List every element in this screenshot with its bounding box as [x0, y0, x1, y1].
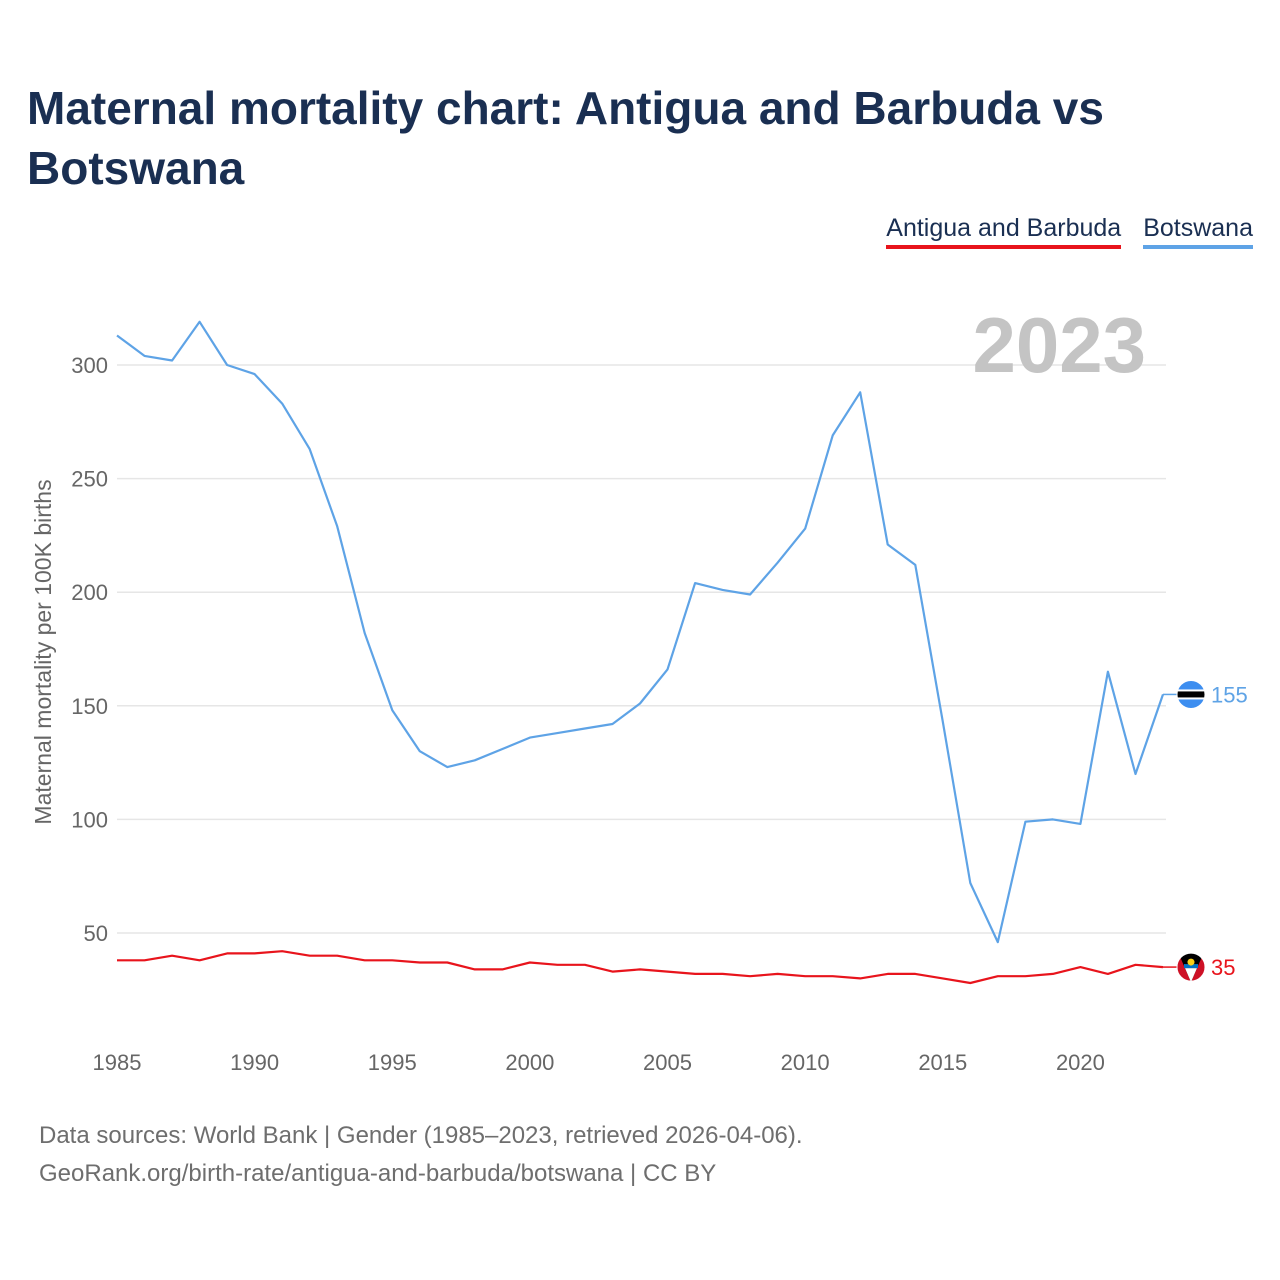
data-source-note: Data sources: World Bank | Gender (1985–… [39, 1122, 803, 1149]
legend-item-antigua-and-barbuda[interactable]: Antigua and Barbuda [886, 214, 1122, 249]
series-end-markers: 35 155 [1163, 679, 1248, 982]
x-axis-ticks: 1985 1990 1995 2000 2005 2010 2015 2020 [93, 1050, 1105, 1075]
y-axis-label: Maternal mortality per 100K births [30, 479, 56, 824]
x-tick-label-1985: 1985 [93, 1050, 142, 1075]
legend: Antigua and Barbuda Botswana [886, 214, 1253, 249]
footer: Data sources: World Bank | Gender (1985–… [39, 1117, 803, 1193]
x-tick-label-2010: 2010 [781, 1050, 830, 1075]
source-url[interactable]: GeoRank.org/birth-rate/antigua-and-barbu… [39, 1160, 717, 1187]
x-tick-label-2015: 2015 [918, 1050, 967, 1075]
chart-title: Maternal mortality chart: Antigua and Ba… [27, 82, 1104, 194]
x-tick-label-1995: 1995 [368, 1050, 417, 1075]
series-line-botswana[interactable] [116, 320, 1165, 944]
legend-item-botswana[interactable]: Botswana [1143, 214, 1253, 249]
series-lines [116, 320, 1165, 985]
series-line-antigua-and-barbuda[interactable] [117, 950, 1164, 985]
x-tick-label-2005: 2005 [643, 1050, 692, 1075]
x-tick-label-2000: 2000 [505, 1050, 554, 1075]
line-chart: 2023 50 100 150 200 250 300 1985 1990 1995 2000 2… [30, 301, 1248, 1075]
grid-lines [117, 364, 1166, 934]
y-tick-label-100: 100 [71, 807, 108, 832]
y-tick-label-50: 50 [84, 921, 108, 946]
year-watermark: 2023 [972, 301, 1146, 389]
end-value-label-botswana: 155 [1211, 682, 1248, 707]
y-tick-label-250: 250 [71, 467, 108, 492]
y-tick-label-300: 300 [71, 353, 108, 378]
y-tick-label-150: 150 [71, 694, 108, 719]
flag-icon-antigua-and-barbuda [1176, 952, 1206, 982]
y-tick-label-200: 200 [71, 580, 108, 605]
x-tick-label-1990: 1990 [230, 1050, 279, 1075]
y-axis-ticks: 50 100 150 200 250 300 [71, 353, 108, 946]
x-tick-label-2020: 2020 [1056, 1050, 1105, 1075]
end-value-label-antigua-and-barbuda: 35 [1211, 955, 1235, 980]
flag-icon-botswana [1176, 679, 1206, 709]
